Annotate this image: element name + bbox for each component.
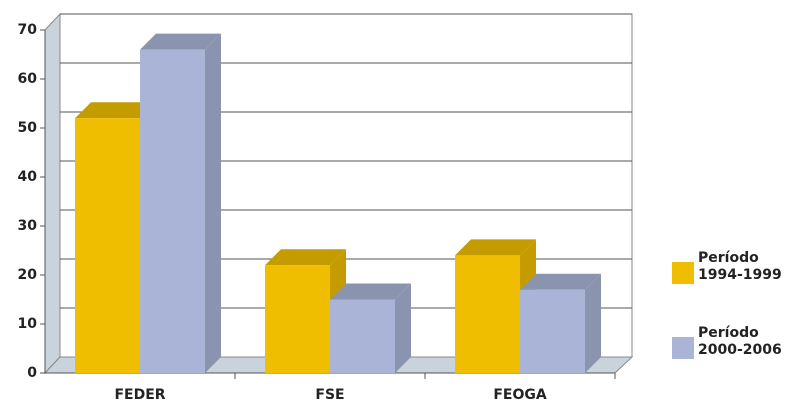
x-tick-label: FSE bbox=[315, 387, 344, 403]
legend-swatch bbox=[672, 262, 694, 284]
legend-swatch bbox=[672, 337, 694, 359]
bar-top bbox=[330, 283, 411, 300]
legend-label: Período 2000-2006 bbox=[698, 325, 782, 358]
bar bbox=[455, 255, 520, 373]
y-tick-label: 70 bbox=[18, 22, 38, 38]
y-tick-label: 60 bbox=[18, 71, 38, 87]
bar-top bbox=[265, 249, 346, 266]
y-tick-label: 40 bbox=[18, 169, 38, 185]
bar bbox=[330, 299, 395, 373]
legend-label: Período 1994-1999 bbox=[698, 250, 782, 283]
bar bbox=[140, 49, 205, 373]
bar bbox=[75, 118, 140, 373]
bar bbox=[265, 265, 330, 373]
x-tick-label: FEOGA bbox=[493, 387, 547, 403]
bar-top bbox=[455, 239, 536, 256]
y-tick-label: 20 bbox=[18, 267, 38, 283]
bar-side bbox=[585, 273, 601, 373]
y-tick-label: 10 bbox=[18, 316, 38, 332]
y-tick-label: 30 bbox=[18, 218, 38, 234]
bar-top bbox=[75, 102, 156, 119]
bar-top bbox=[140, 33, 221, 50]
x-tick-label: FEDER bbox=[114, 387, 165, 403]
y-tick-label: 0 bbox=[27, 365, 37, 381]
bar bbox=[520, 289, 585, 373]
bar-top bbox=[520, 273, 601, 290]
bar-side bbox=[205, 33, 221, 373]
side-wall bbox=[44, 12, 61, 375]
bar-side bbox=[395, 283, 411, 373]
y-tick-label: 50 bbox=[18, 120, 38, 136]
